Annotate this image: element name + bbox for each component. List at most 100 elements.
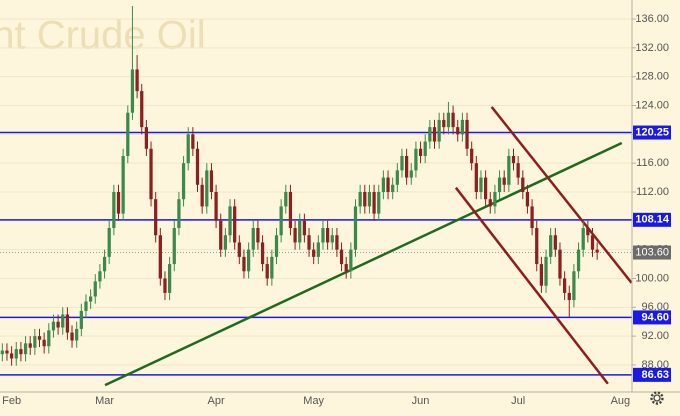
candle-body xyxy=(488,199,492,207)
last-price-label: 103.60 xyxy=(635,246,669,258)
candle-body xyxy=(483,177,488,200)
candle-body xyxy=(372,192,376,214)
candle-body xyxy=(335,235,339,250)
candle-body xyxy=(298,220,302,243)
candle-body xyxy=(539,264,544,286)
candle-body xyxy=(349,249,353,272)
y-tick-label: 128.00 xyxy=(635,71,669,83)
candle-body xyxy=(400,155,404,171)
candle-body xyxy=(404,155,409,178)
y-tick-label: 132.00 xyxy=(635,42,669,54)
candle-body xyxy=(391,184,395,192)
candle-body xyxy=(47,330,51,347)
candle-body xyxy=(65,314,70,333)
candle-body xyxy=(42,339,46,347)
candle-body xyxy=(256,228,260,243)
candle-body xyxy=(442,119,446,128)
candle-body xyxy=(386,177,390,192)
candle-body xyxy=(511,155,516,164)
candle-body xyxy=(460,119,465,135)
level-box xyxy=(633,212,671,227)
candle-body xyxy=(474,163,478,192)
candle-body xyxy=(158,235,162,279)
y-tick-label: 136.00 xyxy=(635,13,669,25)
candle-body xyxy=(9,353,14,359)
candle-body xyxy=(437,119,441,142)
level-label: 86.63 xyxy=(641,369,669,381)
candle-body xyxy=(260,242,265,265)
trendline xyxy=(104,141,623,387)
candle-body xyxy=(274,235,279,257)
x-tick-label: Jul xyxy=(511,395,525,407)
x-tick-label: Aug xyxy=(611,395,631,407)
candle-body xyxy=(456,127,460,135)
candle-body xyxy=(242,256,246,272)
y-tick-label: 124.00 xyxy=(635,99,669,111)
candle-body xyxy=(163,278,167,293)
candle-body xyxy=(432,127,437,142)
settings-icon[interactable] xyxy=(650,391,664,405)
candle-body xyxy=(558,249,562,279)
candle-body xyxy=(576,249,581,272)
candle-body xyxy=(270,256,274,279)
candle-body xyxy=(51,321,56,331)
level-box xyxy=(633,310,671,325)
candle-body xyxy=(339,249,344,265)
candle-body xyxy=(88,296,93,302)
candle-body xyxy=(530,206,534,229)
candle-body xyxy=(493,192,497,207)
candle-body xyxy=(84,301,88,311)
candle-body xyxy=(5,350,9,354)
candle-body xyxy=(79,310,83,329)
candle-body xyxy=(497,177,502,192)
candle-body xyxy=(121,155,125,214)
candle-body xyxy=(37,336,42,340)
x-tick-label: Apr xyxy=(208,395,225,407)
x-tick-label: Jun xyxy=(412,395,430,407)
candle-body xyxy=(288,192,293,229)
candle-body xyxy=(446,112,451,128)
candle-body xyxy=(126,112,130,156)
candle-body xyxy=(56,321,60,328)
candle-body xyxy=(0,350,4,355)
candle-body xyxy=(470,148,474,164)
candle-body xyxy=(312,249,316,257)
candle-body xyxy=(14,349,18,359)
candle-body xyxy=(586,228,590,236)
candle-body xyxy=(130,69,135,113)
candle-body xyxy=(581,228,585,250)
candle-body xyxy=(144,127,149,149)
candle-body xyxy=(507,155,511,185)
candle-body xyxy=(344,264,348,272)
candle-body xyxy=(107,228,111,257)
candle-body xyxy=(186,134,190,164)
candle-body xyxy=(377,192,381,214)
candle-body xyxy=(140,91,144,128)
y-tick-label: 100.00 xyxy=(635,272,669,284)
candle-body xyxy=(428,127,432,142)
y-tick-label: 92.00 xyxy=(641,330,669,342)
candle-body xyxy=(265,264,269,279)
candle-body xyxy=(61,314,65,328)
candle-body xyxy=(112,192,116,229)
candle-body xyxy=(251,228,255,250)
candle-body xyxy=(191,134,195,149)
candle-body xyxy=(451,112,455,128)
candle-body xyxy=(325,228,330,243)
candle-body xyxy=(562,278,567,293)
candle-body xyxy=(521,177,525,192)
candle-body xyxy=(177,199,181,229)
candle-body xyxy=(409,170,413,178)
candle-body xyxy=(237,242,241,257)
candle-body xyxy=(367,192,372,207)
y-tick-label: 116.00 xyxy=(636,157,669,169)
candle-body xyxy=(553,235,557,250)
candle-body xyxy=(549,235,553,257)
candle-body xyxy=(167,264,172,293)
candle-body xyxy=(219,220,223,250)
candle-body xyxy=(98,271,102,282)
candle-body xyxy=(316,242,320,257)
candle-body xyxy=(567,292,571,301)
candle-body xyxy=(544,256,548,286)
